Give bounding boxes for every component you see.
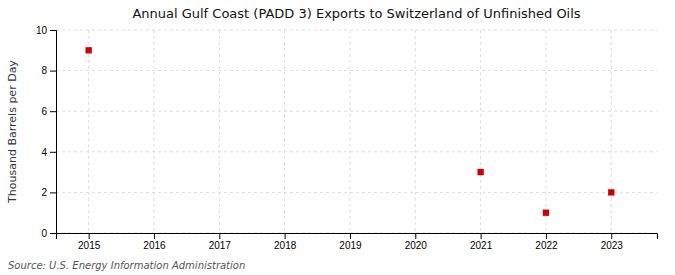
y-tick-label: 8 (41, 65, 47, 76)
y-tick-label: 6 (41, 106, 47, 117)
x-tick-mark (611, 233, 612, 239)
x-tick-mark (219, 233, 220, 239)
x-tick-label: 2020 (405, 240, 428, 251)
grid-line-x (219, 30, 220, 233)
x-tick: 2023 (601, 233, 624, 251)
y-tick-mark (50, 233, 56, 234)
y-tick: 8 (41, 65, 56, 76)
x-tick-label: 2018 (274, 240, 297, 251)
title: Annual Gulf Coast (PADD 3) Exports to Sw… (132, 6, 580, 21)
grid-line-x (415, 30, 416, 233)
y-tick: 4 (41, 147, 56, 158)
x-tick-label: 2023 (601, 240, 624, 251)
points (86, 47, 615, 216)
x-axis: 2015 2016 2017 2018 2019 2020 2021 2022 2023 (57, 233, 658, 251)
grid-line-x (480, 30, 481, 233)
grid-line-x (88, 30, 89, 233)
y-tick-label: 0 (41, 228, 47, 239)
x-tick-label: 2017 (209, 240, 232, 251)
chart: 2015 2016 2017 2018 2019 2020 2021 2022 2023 0 2 4 6… (0, 0, 675, 275)
x-tick: 2022 (535, 233, 558, 251)
y-tick-mark (50, 111, 56, 112)
y-tick: 10 (36, 25, 56, 36)
y-tick: 2 (41, 187, 56, 198)
y-axis-line (50, 31, 57, 234)
x-tick-mark (285, 233, 286, 239)
y-tick: 6 (41, 106, 56, 117)
y-tick-mark (50, 71, 56, 72)
y-tick-label: 4 (41, 147, 47, 158)
grid-line-y (56, 192, 657, 193)
y-axis-label: Thousand Barrels per Day (6, 60, 19, 204)
plot-area: 2015 2016 2017 2018 2019 2020 2021 2022 2023 0 2 4 6… (36, 25, 658, 251)
x-tick: 2020 (405, 233, 428, 251)
y-tick-mark (50, 152, 56, 153)
source: Source: U.S. Energy Information Administ… (8, 260, 245, 271)
x-tick-label: 2021 (470, 240, 493, 251)
x-tick-mark (546, 233, 547, 239)
x-tick: 2021 (470, 233, 493, 251)
x-tick-label: 2016 (143, 240, 166, 251)
point (608, 189, 614, 195)
y-axis: 0 2 4 6 8 10 (36, 25, 57, 239)
x-tick-mark (415, 233, 416, 239)
grid-line-y (56, 111, 657, 112)
grid-line-y (56, 151, 657, 152)
x-tick-label: 2015 (78, 240, 101, 251)
x-tick: 2019 (339, 233, 362, 251)
y-tick-label: 2 (41, 187, 47, 198)
x-tick-mark (154, 233, 155, 239)
x-tick-label: 2019 (339, 240, 362, 251)
grid-line-y (56, 30, 657, 31)
x-tick: 2018 (274, 233, 297, 251)
grid-line-x (611, 30, 612, 233)
y-tick-mark (50, 192, 56, 193)
grid-line-x (153, 30, 154, 233)
point (543, 210, 549, 216)
x-tick: 2015 (78, 233, 101, 251)
x-axis-line (57, 234, 658, 240)
grid-line-x (349, 30, 350, 233)
x-tick-mark (89, 233, 90, 239)
x-tick-mark (350, 233, 351, 239)
grid-line-x (545, 30, 546, 233)
y-tick-label: 10 (36, 25, 48, 36)
grid (56, 30, 657, 233)
point (477, 169, 483, 175)
y-tick: 0 (41, 228, 56, 239)
grid-line-y (56, 70, 657, 71)
point (86, 47, 92, 53)
x-tick: 2016 (143, 233, 166, 251)
x-tick-mark (481, 233, 482, 239)
x-tick: 2017 (209, 233, 232, 251)
y-tick-mark (50, 30, 56, 31)
x-tick-label: 2022 (535, 240, 558, 251)
grid-line-x (284, 30, 285, 233)
